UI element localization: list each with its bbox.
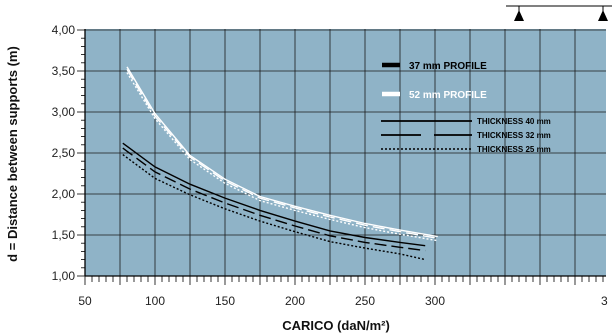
series-line [126, 66, 438, 238]
legend-label: THICKNESS 40 mm [477, 117, 551, 126]
series-lines [122, 66, 438, 261]
support-markers [506, 5, 612, 21]
axes [77, 29, 606, 285]
legend: 37 mm PROFILE 52 mm PROFILE THICKNESS 40 m… [381, 61, 551, 154]
y-tick-label: 2,50 [52, 146, 76, 160]
x-tick-label: 300 [425, 294, 445, 308]
y-tick-label: 3,00 [52, 105, 76, 119]
grid [85, 29, 606, 276]
y-tick-label: 2,00 [52, 187, 76, 201]
y-tick-label: 1,50 [52, 228, 76, 242]
support-triangle-icon [514, 10, 524, 21]
legend-label: THICKNESS 32 mm [477, 131, 551, 140]
tick-labels: 1,00 1,50 2,00 2,50 3,00 3,50 4,00 50 100 150 200 2… [52, 23, 608, 308]
legend-label: 52 mm PROFILE [409, 90, 487, 101]
y-tick-label: 4,00 [52, 23, 76, 37]
y-tick-label: 3,50 [52, 64, 76, 78]
y-axis-title: d = Distance between supports (m) [5, 46, 20, 262]
x-axis-title: CARICO (daN/m²) [282, 318, 390, 333]
series-line [126, 72, 438, 242]
support-triangle-icon [598, 10, 608, 21]
x-tick-label: 150 [215, 294, 235, 308]
series-line [122, 142, 426, 247]
x-tick-label: 250 [355, 294, 375, 308]
series-line [122, 147, 426, 252]
y-tick-label: 1,00 [52, 269, 76, 283]
series-line [126, 69, 438, 239]
legend-label: 37 mm PROFILE [409, 61, 487, 72]
x-tick-label: 100 [145, 294, 165, 308]
legend-label: THICKNESS 25 mm [477, 145, 551, 154]
x-tick-label: 200 [285, 294, 305, 308]
x-tick-label: 50 [78, 294, 92, 308]
x-tick-label-partial: 3 [601, 294, 608, 308]
